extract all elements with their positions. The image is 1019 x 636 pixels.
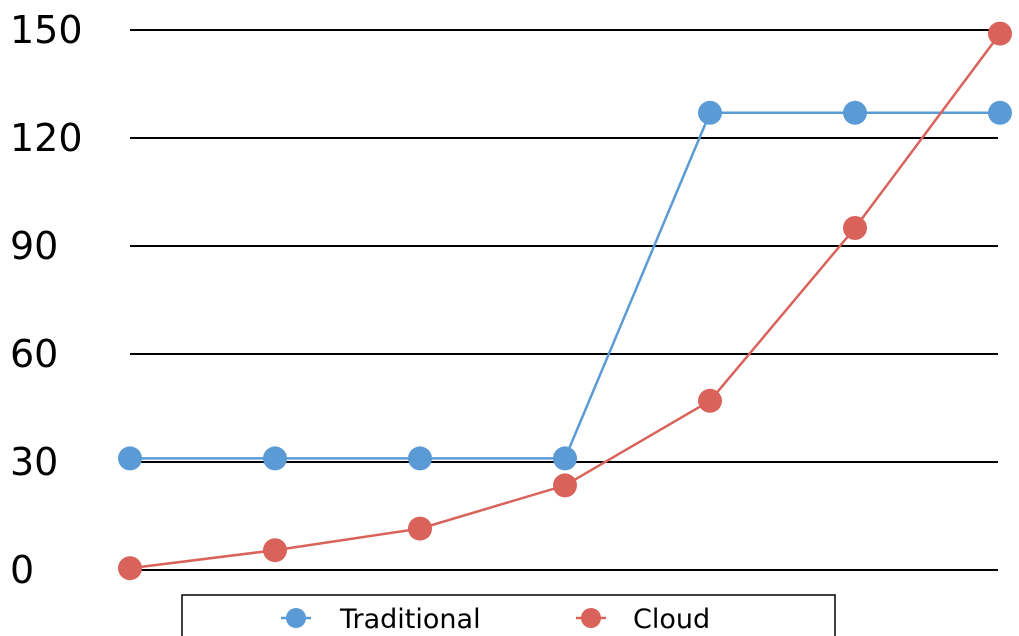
legend-swatch-marker-traditional (286, 608, 306, 628)
data-point-cloud-1 (118, 556, 142, 581)
data-point-cloud-4 (553, 473, 577, 498)
data-point-traditional-4 (553, 446, 577, 471)
data-point-cloud-7 (988, 21, 1012, 46)
data-point-cloud-6 (843, 216, 867, 240)
y-tick-label-120: 120 (10, 116, 83, 160)
data-point-traditional-2 (263, 446, 287, 471)
legend-box (181, 594, 836, 636)
data-point-cloud-3 (408, 516, 432, 541)
series-cloud (118, 21, 1012, 581)
series-traditional (118, 100, 1012, 471)
y-tick-label-90: 90 (10, 224, 58, 268)
data-point-traditional-1 (118, 446, 142, 471)
legend-entry-cloud: Cloud (576, 604, 710, 635)
y-tick-label-30: 30 (10, 440, 58, 484)
legend-label-cloud: Cloud (633, 604, 710, 635)
y-tick-label-150: 150 (10, 8, 83, 52)
data-point-traditional-5 (698, 100, 722, 125)
series-layer (118, 21, 1012, 581)
data-point-traditional-7 (988, 100, 1012, 125)
y-tick-label-60: 60 (10, 332, 58, 376)
data-point-traditional-6 (843, 100, 867, 125)
legend-entry-traditional: Traditional (281, 604, 481, 635)
y-axis-tick-labels: 0 30 60 90 120 150 (10, 8, 83, 592)
data-point-cloud-5 (698, 388, 722, 413)
data-point-traditional-3 (408, 446, 432, 471)
legend-swatch-marker-cloud (581, 608, 601, 628)
series-line-traditional (130, 111, 1000, 460)
legend-label-traditional: Traditional (339, 604, 481, 635)
data-point-cloud-2 (263, 538, 287, 563)
legend: Traditional Cloud (181, 594, 836, 636)
y-tick-label-0: 0 (10, 548, 34, 592)
